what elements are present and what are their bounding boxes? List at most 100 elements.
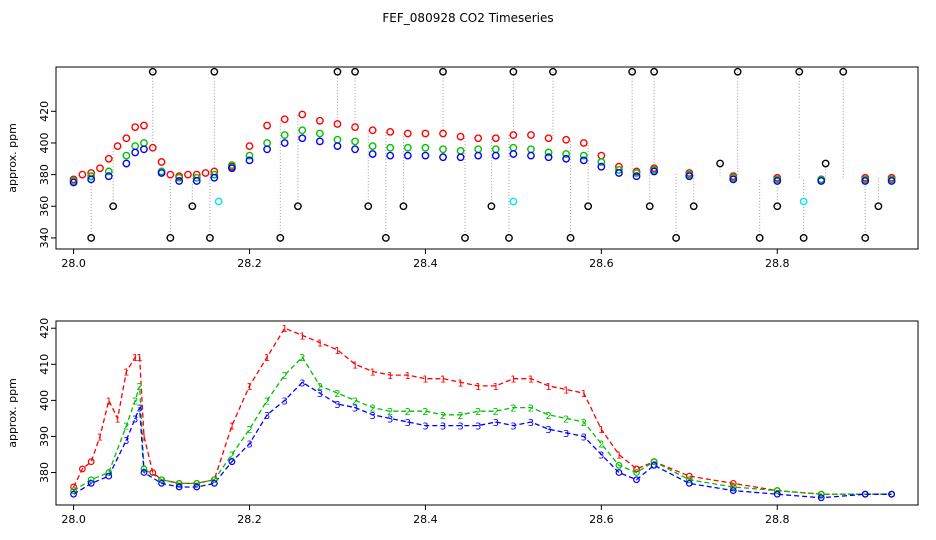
series-1-digit-marker: 1 [369, 368, 375, 379]
series-2-line [73, 356, 892, 495]
series-3-point [474, 151, 483, 160]
series-1-digit-marker: 1 [528, 375, 534, 386]
top-axes: 28.0 28.2 28.4 28.6 28.8 340 360 380 400 420 [38, 101, 790, 270]
series-1-point [386, 127, 395, 136]
series-2-point [474, 145, 483, 154]
series-3-digit-marker: 3 [405, 418, 411, 429]
series-3-line [73, 381, 892, 499]
series-2-point [509, 143, 518, 152]
series-outlier-point [874, 202, 883, 211]
series-3-point [491, 151, 500, 160]
series-1-point [333, 120, 342, 128]
series-3-point [122, 159, 131, 168]
y-tick-label: 390 [38, 426, 51, 447]
series-2-digit-marker: 2 [282, 371, 288, 382]
series-outlier-point [351, 67, 359, 76]
series-3-point [368, 150, 377, 158]
series-2-point [527, 145, 535, 154]
top-y-axis-label: approx. ppm [6, 123, 19, 193]
series-3-circle-marker [773, 490, 781, 498]
series-outlier-point [799, 234, 808, 242]
series-1-point [96, 164, 104, 173]
series-3-digit-marker: 3 [422, 422, 428, 433]
series-2-circle-marker [817, 490, 825, 498]
series-3-circle-marker [888, 490, 896, 498]
series-1-digit-marker: 1 [246, 382, 252, 393]
x-tick-label: 28.2 [237, 513, 262, 526]
series-1-digit-marker: 1 [440, 375, 446, 386]
series-1-digit-marker: 1 [229, 422, 235, 433]
series-3-digit-marker: 3 [493, 418, 499, 429]
series-3-point [351, 145, 359, 154]
series-2-point [456, 146, 465, 155]
series-3-digit-marker: 3 [352, 404, 358, 415]
y-tick-label: 380 [38, 462, 51, 483]
series-3-point [579, 156, 588, 165]
x-tick-label: 28.0 [61, 257, 86, 270]
series-3-point [403, 151, 412, 160]
series-2-point [245, 151, 254, 160]
series-1-point [368, 126, 377, 135]
series-3-circle-marker [685, 479, 693, 487]
top-outlier-connectors [90, 71, 879, 238]
series-2-point [228, 161, 236, 170]
x-tick-label: 28.8 [765, 513, 790, 526]
series-2-digit-marker: 2 [581, 418, 587, 429]
series-1-digit-marker: 1 [264, 353, 270, 364]
series-1-point [491, 134, 500, 143]
series-3-circle-marker [228, 458, 236, 466]
series-3-circle-marker [158, 479, 165, 487]
series-1-point [157, 158, 166, 166]
series-1-point [166, 170, 175, 179]
series-1-digit-marker: 1 [106, 396, 112, 407]
series-2-point [192, 173, 201, 182]
series-2-digit-marker: 2 [246, 425, 252, 436]
series-2-circle-marker [633, 469, 640, 476]
series-1-circle-marker [633, 465, 640, 473]
series-outlier-point [773, 202, 782, 211]
y-tick-label: 420 [38, 101, 51, 122]
series-2-point [544, 148, 553, 157]
series-3-point [298, 134, 307, 143]
series-2-digit-marker: 2 [123, 422, 129, 433]
series-3-point [245, 156, 254, 165]
series-1-digit-marker: 1 [387, 371, 393, 382]
series-3-point [333, 142, 342, 151]
series-outlier-point [628, 67, 637, 76]
bottom-series-lines [73, 327, 892, 499]
series-1-point [184, 170, 192, 179]
series-1-point [78, 170, 87, 179]
series-2-point [333, 135, 342, 144]
series-2-digit-marker: 2 [229, 450, 235, 461]
series-3-point [509, 150, 518, 158]
series-3-digit-marker: 3 [282, 396, 288, 407]
series-1-digit-marker: 1 [97, 432, 103, 443]
series-1-circle-marker [685, 472, 693, 480]
series-3-point [887, 177, 896, 185]
series-2-digit-marker: 2 [475, 407, 481, 418]
series-2-point [386, 143, 395, 152]
series-1-digit-marker: 1 [334, 346, 340, 357]
series-3-digit-marker: 3 [123, 436, 129, 447]
series-2-circle-marker [729, 483, 737, 491]
series-2-digit-marker: 2 [264, 396, 270, 407]
series-3-point [386, 151, 395, 160]
x-tick-label: 28.0 [61, 513, 86, 526]
series-outlier-point [487, 202, 496, 211]
series-2-digit-marker: 2 [369, 404, 375, 415]
series-flagged-point [799, 197, 808, 206]
series-2-digit-marker: 2 [457, 411, 463, 422]
series-2-digit-marker: 2 [387, 407, 393, 418]
y-tick-label: 340 [38, 227, 51, 248]
series-1-point [122, 134, 131, 143]
series-3-digit-marker: 3 [369, 411, 375, 422]
series-3-digit-marker: 3 [136, 404, 142, 415]
series-1-digit-marker: 1 [405, 371, 411, 382]
series-3-circle-marker [210, 479, 218, 487]
series-2-point [421, 143, 430, 152]
series-outlier-point [399, 202, 408, 211]
series-2-digit-marker: 2 [334, 389, 340, 400]
series-outlier-point [716, 159, 724, 168]
series-1-digit-marker: 1 [545, 382, 551, 393]
series-1-digit-marker: 1 [132, 353, 138, 364]
